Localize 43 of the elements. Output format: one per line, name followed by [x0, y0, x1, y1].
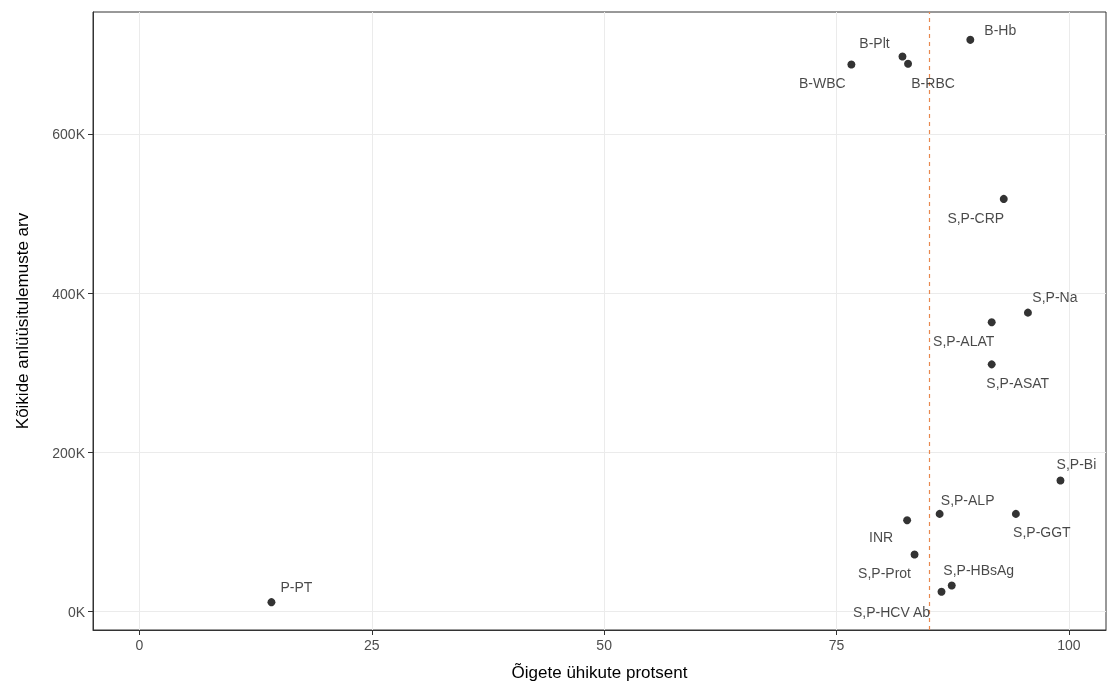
annotation: INR	[869, 529, 894, 546]
point	[987, 318, 996, 327]
annotation: S,P-HCV Ab	[852, 603, 931, 620]
y-tick-label: 0K	[67, 603, 86, 620]
point	[1056, 476, 1065, 485]
annotation: S,P-ALP	[940, 491, 995, 508]
point	[947, 581, 956, 590]
annotation: S,P-GGT	[1013, 523, 1072, 540]
annotation: S,P-Na	[1032, 288, 1078, 305]
annotation: S,P-HBsAg	[943, 562, 1015, 579]
point	[903, 516, 912, 525]
x-tick-label: 50	[596, 637, 613, 653]
y-tick-label: 400K	[52, 285, 86, 302]
annotation: B-WBC	[799, 75, 846, 92]
annotation: S,P-ASAT	[986, 375, 1050, 392]
x-tick-label: 0	[135, 637, 144, 653]
x-tick-label: 75	[828, 637, 845, 653]
point	[1011, 509, 1020, 518]
annotation: S,P-Prot	[858, 565, 912, 582]
annotation: S,P-Bi	[1056, 456, 1097, 473]
point	[910, 550, 919, 559]
point	[937, 587, 946, 596]
point	[847, 60, 856, 69]
point	[987, 360, 996, 369]
annotation: B-RBC	[911, 74, 955, 91]
y-tick-label: 600K	[52, 126, 86, 143]
point	[935, 509, 944, 518]
y-tick-label: 200K	[52, 444, 86, 461]
point	[966, 35, 975, 44]
annotation: B-Hb	[984, 21, 1017, 38]
x-tick-label: 25	[364, 637, 380, 653]
point	[898, 52, 907, 61]
annotation: S,P-ALAT	[933, 333, 995, 350]
annotation: P-PT	[280, 579, 313, 596]
point	[1023, 308, 1032, 317]
y-axis-title: Kõikide anlüüsitulemuste arv	[13, 212, 32, 430]
annotation: B-Plt	[859, 34, 890, 51]
x-axis-title: Õigete ühikute protsent	[511, 663, 688, 682]
annotation: S,P-CRP	[947, 209, 1005, 226]
x-tick-label: 100	[1057, 637, 1081, 653]
point	[999, 194, 1008, 203]
point	[904, 59, 913, 68]
point	[267, 598, 276, 607]
